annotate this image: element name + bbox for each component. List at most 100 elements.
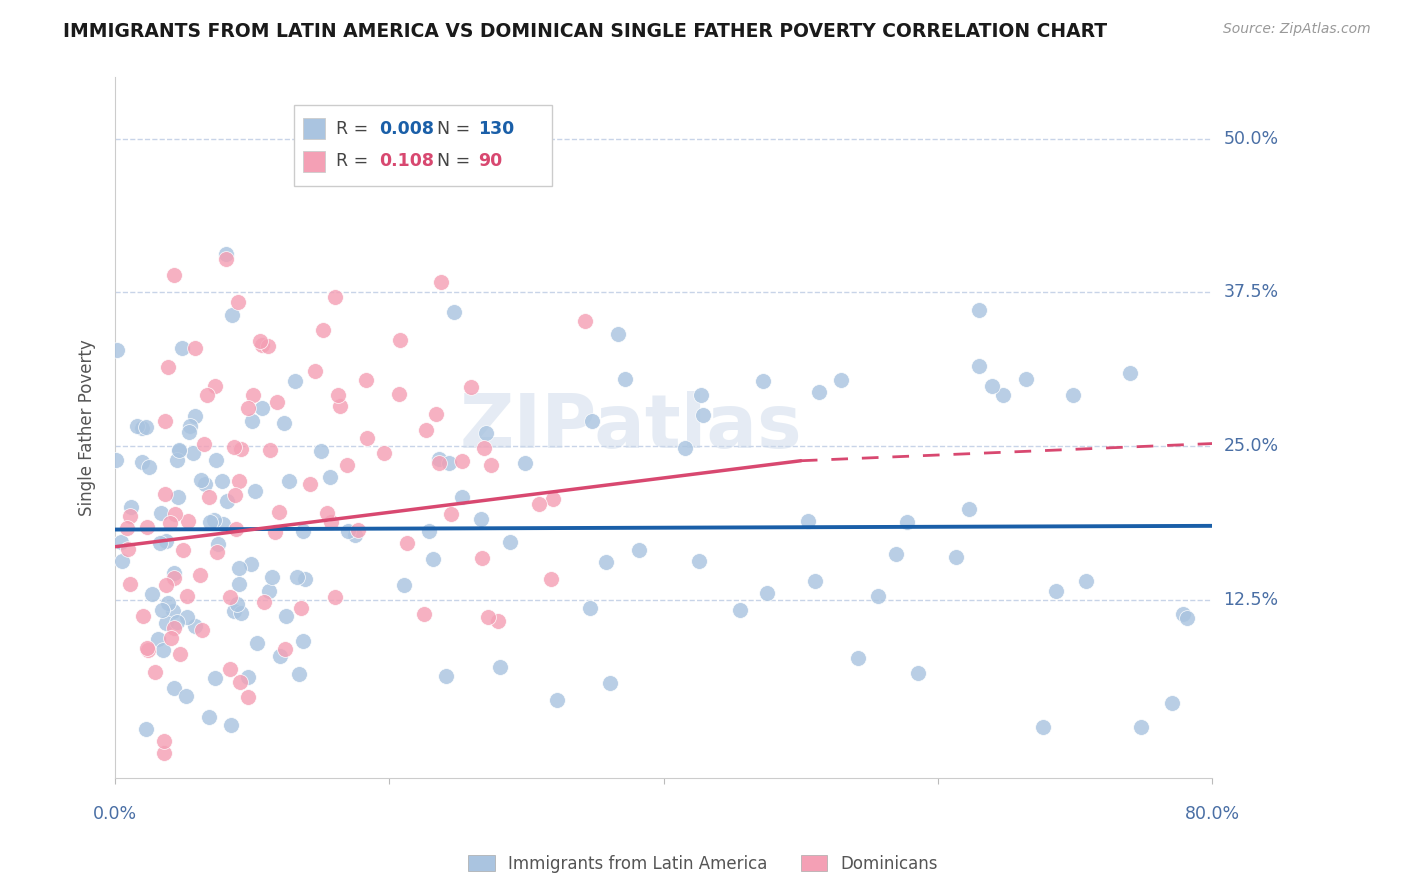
Point bbox=[214, 252, 236, 266]
Point bbox=[172, 543, 194, 558]
Point bbox=[163, 681, 186, 695]
Point bbox=[957, 502, 980, 516]
Point bbox=[945, 549, 967, 564]
Point bbox=[197, 490, 219, 504]
Point bbox=[527, 497, 550, 511]
Point bbox=[347, 523, 370, 537]
Point bbox=[162, 604, 184, 618]
Point bbox=[470, 512, 492, 526]
Point bbox=[155, 578, 177, 592]
Text: N =: N = bbox=[436, 153, 475, 170]
Point bbox=[176, 590, 198, 604]
Point bbox=[181, 446, 204, 460]
Point bbox=[236, 670, 259, 684]
Point bbox=[141, 587, 163, 601]
Point bbox=[155, 615, 177, 630]
Point bbox=[1119, 366, 1142, 380]
Point bbox=[135, 723, 157, 737]
Point bbox=[886, 547, 908, 561]
Point bbox=[131, 454, 153, 468]
Point bbox=[443, 305, 465, 319]
Point bbox=[211, 474, 233, 488]
Point bbox=[413, 607, 436, 622]
Point bbox=[486, 614, 509, 628]
Point bbox=[304, 364, 326, 378]
Point bbox=[437, 456, 460, 470]
Text: R =: R = bbox=[336, 120, 374, 137]
Point bbox=[807, 385, 830, 400]
Point bbox=[225, 522, 247, 536]
Point bbox=[298, 476, 321, 491]
Point bbox=[149, 536, 172, 550]
Point bbox=[218, 662, 240, 676]
Point bbox=[276, 608, 298, 623]
Point bbox=[215, 247, 238, 261]
Point bbox=[260, 570, 283, 584]
Point bbox=[388, 387, 411, 401]
Point bbox=[1062, 388, 1084, 402]
Point bbox=[243, 483, 266, 498]
Point bbox=[336, 524, 359, 539]
Point bbox=[546, 693, 568, 707]
Y-axis label: Single Father Poverty: Single Father Poverty bbox=[79, 339, 96, 516]
Point bbox=[217, 494, 239, 508]
Point bbox=[156, 360, 179, 375]
Point bbox=[579, 600, 602, 615]
Point bbox=[219, 590, 242, 604]
Point bbox=[846, 650, 869, 665]
Point bbox=[152, 734, 174, 748]
Point bbox=[222, 441, 245, 455]
Point bbox=[207, 537, 229, 551]
Point bbox=[115, 521, 138, 535]
Point bbox=[291, 524, 314, 539]
Point bbox=[1175, 611, 1198, 625]
Point bbox=[138, 460, 160, 475]
Text: 0.0%: 0.0% bbox=[93, 805, 136, 823]
Point bbox=[1045, 584, 1067, 599]
Point bbox=[131, 421, 153, 435]
Point bbox=[226, 597, 249, 611]
Point bbox=[395, 536, 418, 550]
Point bbox=[329, 399, 352, 413]
Point bbox=[896, 515, 918, 529]
Point bbox=[312, 323, 335, 337]
Point bbox=[152, 643, 174, 657]
Point bbox=[221, 308, 243, 322]
Point bbox=[229, 675, 252, 690]
Point bbox=[163, 268, 186, 283]
Point bbox=[498, 535, 520, 549]
Point bbox=[472, 441, 495, 455]
Text: 130: 130 bbox=[478, 120, 515, 137]
Point bbox=[1032, 720, 1054, 734]
Point bbox=[266, 394, 288, 409]
Point bbox=[150, 603, 173, 617]
Point bbox=[1160, 697, 1182, 711]
Point bbox=[450, 490, 472, 504]
Point bbox=[242, 387, 264, 401]
Text: Source: ZipAtlas.com: Source: ZipAtlas.com bbox=[1223, 22, 1371, 37]
Point bbox=[427, 456, 450, 470]
Point bbox=[224, 488, 246, 502]
Point bbox=[264, 525, 287, 540]
Point bbox=[143, 665, 166, 679]
Point bbox=[336, 458, 359, 472]
Text: 25.0%: 25.0% bbox=[1223, 437, 1278, 455]
Point bbox=[159, 631, 181, 645]
Point bbox=[627, 543, 650, 558]
Text: 12.5%: 12.5% bbox=[1223, 591, 1278, 608]
Point bbox=[290, 600, 312, 615]
Point bbox=[136, 520, 159, 534]
Point bbox=[323, 590, 346, 604]
Point bbox=[292, 633, 315, 648]
FancyBboxPatch shape bbox=[302, 118, 325, 139]
Point bbox=[422, 552, 444, 566]
Point bbox=[198, 515, 221, 529]
Point bbox=[252, 337, 274, 351]
Point bbox=[285, 569, 308, 583]
Point bbox=[418, 524, 440, 538]
Point bbox=[117, 541, 139, 556]
Point bbox=[163, 507, 186, 521]
Point bbox=[967, 302, 990, 317]
Point bbox=[488, 660, 510, 674]
Text: 37.5%: 37.5% bbox=[1223, 284, 1278, 301]
